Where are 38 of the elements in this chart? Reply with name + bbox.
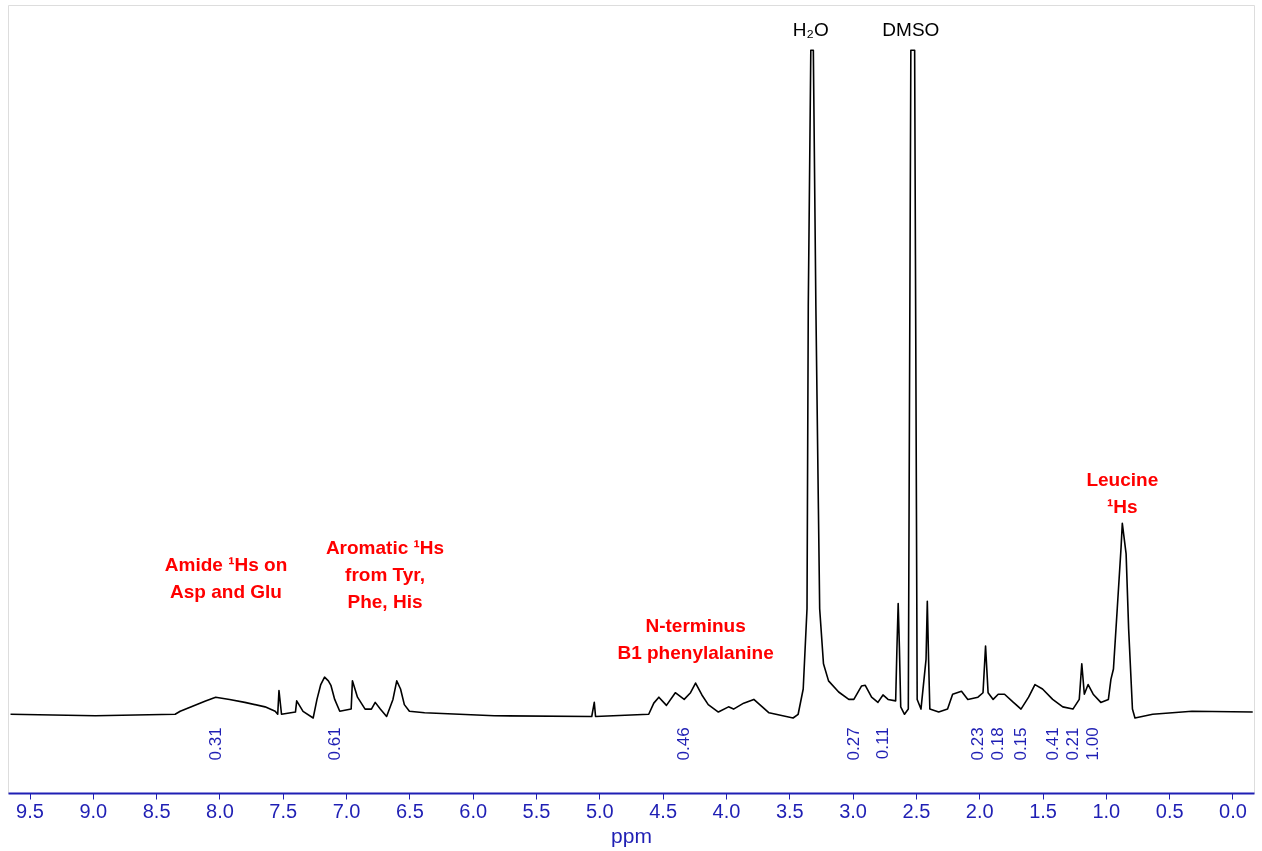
- annotation: 0.15: [1011, 727, 1031, 761]
- x-tick-label: 9.5: [16, 799, 44, 822]
- x-tick-label: 1.0: [1092, 799, 1121, 822]
- x-tick-label: 4.0: [712, 799, 741, 822]
- x-tick-label: 2.5: [902, 799, 931, 822]
- x-tick-label: 3.5: [775, 799, 804, 822]
- annotation: H₂O: [792, 19, 829, 41]
- x-tick-label: 9.0: [79, 799, 108, 822]
- x-tick-label: 6.5: [396, 799, 424, 822]
- annotation: 1.00: [1083, 727, 1103, 761]
- x-tick-label: 1.5: [1029, 799, 1057, 822]
- x-tick-label: 8.0: [206, 799, 234, 822]
- annotation: 0.46: [674, 727, 694, 761]
- annotation: 0.41: [1042, 727, 1062, 761]
- annotation: 0.31: [205, 727, 225, 761]
- annotation: 0.18: [988, 727, 1008, 761]
- x-tick-label: 8.5: [142, 799, 171, 822]
- annotation: 0.11: [872, 727, 892, 760]
- x-axis-title: ppm: [611, 823, 652, 847]
- x-tick-label: 2.0: [965, 799, 994, 822]
- annotation: 0.27: [843, 727, 863, 761]
- x-tick-label: 4.5: [649, 799, 678, 822]
- x-tick-label: 7.5: [269, 799, 298, 822]
- annotation: Aromatic ¹Hs from Tyr, Phe, His: [325, 537, 445, 612]
- annotation: 0.61: [324, 727, 344, 761]
- annotation: Leucine ¹Hs: [1086, 469, 1159, 518]
- x-tick-label: 0.0: [1219, 799, 1247, 822]
- annotation: DMSO: [882, 19, 940, 41]
- annotation: N-terminus B1 phenylalanine: [617, 615, 774, 664]
- annotation: 0.23: [967, 727, 987, 761]
- x-tick-label: 3.0: [839, 799, 867, 822]
- x-tick-label: 7.0: [332, 799, 361, 822]
- x-tick-label: 0.5: [1155, 799, 1184, 822]
- x-tick-label: 5.0: [585, 799, 614, 822]
- x-tick-label: 6.0: [459, 799, 488, 822]
- annotation: 0.21: [1062, 727, 1082, 761]
- annotation: Amide ¹Hs on Asp and Glu: [164, 554, 288, 602]
- x-tick-label: 5.5: [522, 799, 551, 822]
